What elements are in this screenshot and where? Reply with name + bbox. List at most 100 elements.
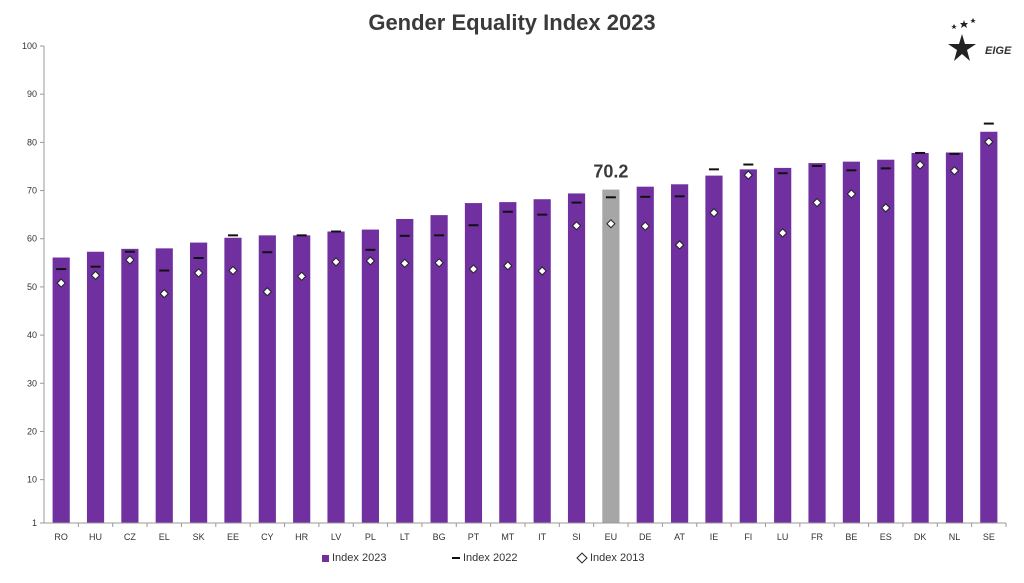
logo-text: EIGE xyxy=(985,45,1012,57)
legend-index-2022: Index 2022 xyxy=(452,552,517,564)
y-tick-label: 40 xyxy=(27,330,37,340)
y-tick-label: 100 xyxy=(22,41,37,51)
marker-2013-pt xyxy=(468,264,479,274)
x-tick-label: EU xyxy=(605,532,618,542)
x-tick-label: EE xyxy=(227,532,239,542)
x-tick-label: BE xyxy=(845,532,857,542)
marker-2013-cz xyxy=(125,255,135,265)
legend-label-2013: Index 2013 xyxy=(590,552,645,564)
x-tick-label: LT xyxy=(400,532,410,542)
bar-de xyxy=(636,186,654,523)
x-tick-label: HR xyxy=(295,532,308,542)
legend-swatch-dash-icon xyxy=(452,557,460,559)
bar-fr xyxy=(808,163,826,523)
bar-hr xyxy=(293,235,311,523)
bar-be xyxy=(842,161,860,524)
chart-title: Gender Equality Index 2023 xyxy=(368,10,656,35)
marker-2013-eu xyxy=(606,219,616,229)
marker-2013-fr xyxy=(812,197,822,208)
marker-2013-se xyxy=(984,137,994,147)
bars-group xyxy=(52,131,998,524)
bar-it xyxy=(533,199,551,523)
y-axis: 1 10 20 30 40 50 60 70 80 90 100 xyxy=(22,41,45,528)
marker-2013-pl xyxy=(365,256,376,266)
marker-2013-ee xyxy=(228,265,238,276)
x-tick-label: IT xyxy=(538,532,547,542)
marker-2013-it xyxy=(537,266,547,276)
x-tick-label: CY xyxy=(261,532,274,542)
x-tick-label: ES xyxy=(880,532,892,542)
x-tick-label: BG xyxy=(433,532,446,542)
marker-2013-es xyxy=(881,203,891,213)
marker-2013-sk xyxy=(193,268,204,278)
marker-2013-ie xyxy=(709,208,719,218)
x-tick-label: CZ xyxy=(124,532,136,542)
x-tick-label: IE xyxy=(710,532,719,542)
marker-2013-el xyxy=(159,288,169,299)
bar-lv xyxy=(327,231,345,523)
bar-fi xyxy=(739,169,757,523)
marker-2013-nl xyxy=(949,166,960,176)
bar-se xyxy=(980,131,998,523)
x-tick-label: PL xyxy=(365,532,376,542)
x-tick-label: DE xyxy=(639,532,652,542)
marker-2013-dk xyxy=(915,160,925,170)
marker-2013-hu xyxy=(90,270,101,281)
bar-el xyxy=(155,248,173,523)
bar-cz xyxy=(121,248,139,523)
y-tick-label: 50 xyxy=(27,282,37,292)
x-tick-label: LU xyxy=(777,532,789,542)
marker-2013-si xyxy=(571,221,582,231)
marker-2013-ro xyxy=(56,278,66,288)
bar-cy xyxy=(258,235,276,523)
bar-sk xyxy=(190,242,208,523)
legend-label-2023: Index 2023 xyxy=(332,552,387,564)
bar-pt xyxy=(464,203,483,523)
marker-2013-lv xyxy=(331,257,341,267)
marker-2013-fi xyxy=(743,170,754,180)
x-tick-label: HU xyxy=(89,532,102,542)
y-tick-label: 30 xyxy=(27,378,37,388)
marker-2013-lt xyxy=(400,258,410,269)
bar-ee xyxy=(224,237,242,523)
marker-2013-lu xyxy=(777,228,788,238)
marker-2013-cy xyxy=(262,287,273,297)
bar-pl xyxy=(361,229,379,523)
bar-ro xyxy=(52,257,70,523)
bar-at xyxy=(671,184,689,524)
x-tick-label: AT xyxy=(674,532,685,542)
x-tick-label: PT xyxy=(468,532,480,542)
y-tick-label: 1 xyxy=(32,518,37,528)
marker-2013-hr xyxy=(296,271,307,282)
marker-2013-be xyxy=(846,189,857,199)
bar-bg xyxy=(430,215,448,524)
legend-swatch-diamond-icon xyxy=(576,552,588,564)
eige-logo xyxy=(940,14,1010,72)
marker-2013-mt xyxy=(503,261,513,271)
x-tick-label: SE xyxy=(983,532,995,542)
x-axis: RO HU CZ EL SK EE CY HR LV PL LT BG PT MT IT SI EU DE AT IE… xyxy=(44,522,1007,542)
x-tick-label: FI xyxy=(744,532,752,542)
y-tick-label: 90 xyxy=(27,89,37,99)
legend-swatch-bar-icon xyxy=(322,554,329,562)
x-tick-label: SK xyxy=(193,532,205,542)
marker-2013-de xyxy=(640,221,650,231)
markers-group xyxy=(56,122,994,299)
bar-dk xyxy=(911,152,929,524)
x-tick-label: DK xyxy=(914,532,927,542)
legend-index-2013: Index 2013 xyxy=(576,552,645,564)
bar-eu xyxy=(602,189,620,523)
y-tick-label: 10 xyxy=(27,475,37,485)
marker-2013-at xyxy=(674,240,685,250)
bar-lu xyxy=(774,167,792,523)
marker-2013-bg xyxy=(434,258,444,268)
y-tick-label: 60 xyxy=(27,234,37,244)
bar-mt xyxy=(499,202,517,524)
y-tick-label: 70 xyxy=(27,186,37,196)
y-tick-label: 20 xyxy=(27,426,37,436)
legend-index-2023: Index 2023 xyxy=(322,552,386,564)
x-tick-label: RO xyxy=(54,532,68,542)
bar-nl xyxy=(945,152,964,523)
x-tick-label: FR xyxy=(811,532,823,542)
